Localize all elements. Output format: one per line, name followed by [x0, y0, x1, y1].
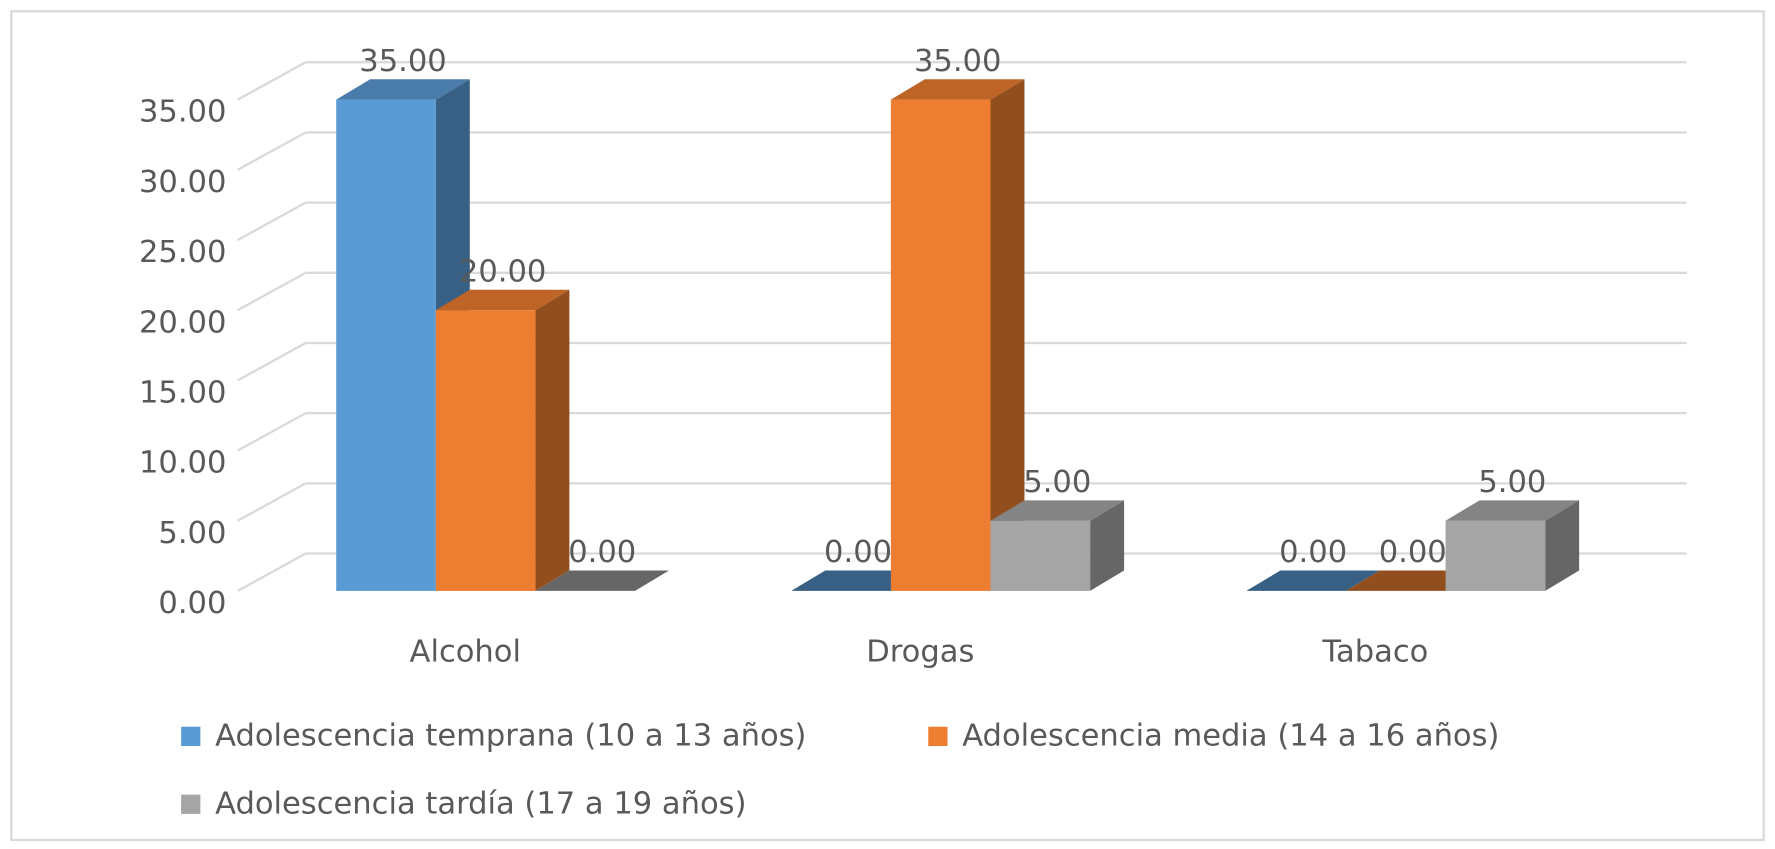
- bar-top: [1246, 570, 1380, 591]
- legend-swatch: [928, 726, 948, 746]
- data-label: 5.00: [1478, 465, 1546, 500]
- data-label: 20.00: [459, 254, 546, 289]
- bar: [990, 500, 1125, 591]
- bar-top: [1445, 500, 1580, 521]
- grid-line-side: [237, 342, 307, 382]
- data-label: 35.00: [914, 44, 1001, 79]
- bar-front: [990, 520, 1091, 591]
- y-tick-label: 15.00: [139, 375, 226, 410]
- bar: [435, 289, 570, 591]
- data-label: 0.00: [1379, 535, 1447, 570]
- y-tick-label: 10.00: [139, 446, 226, 481]
- legend-swatch: [181, 794, 201, 814]
- legend-label: Adolescencia temprana (10 a 13 años): [215, 718, 806, 753]
- grid-line-side: [237, 552, 307, 592]
- bar: [890, 79, 1025, 591]
- grid-line-side: [237, 482, 307, 522]
- y-tick-label: 5.00: [158, 516, 226, 551]
- grid-line-side: [237, 271, 307, 312]
- y-tick-label: 20.00: [139, 305, 226, 340]
- data-label: 0.00: [1279, 535, 1347, 570]
- bar-front: [435, 310, 536, 591]
- y-tick-label: 30.00: [139, 165, 226, 200]
- bar-side: [1090, 500, 1125, 591]
- bar-top: [990, 500, 1125, 521]
- legend-swatch: [181, 726, 201, 746]
- bar-front: [336, 99, 436, 591]
- y-tick-label: 0.00: [158, 586, 226, 621]
- grid-line-side: [237, 61, 307, 101]
- data-label: 0.00: [568, 535, 636, 570]
- bar-side: [1545, 500, 1580, 591]
- data-label: 0.00: [824, 535, 892, 570]
- grid-line-side: [237, 201, 307, 241]
- data-label: 5.00: [1023, 465, 1091, 500]
- grid-line-side: [237, 412, 307, 452]
- bar-front: [890, 99, 991, 591]
- bar: [535, 570, 670, 591]
- x-tick-label: Alcohol: [410, 635, 521, 670]
- data-label: 35.00: [359, 44, 446, 79]
- bar-top: [435, 289, 570, 311]
- y-tick-label: 35.00: [139, 95, 226, 130]
- grid-line-side: [237, 131, 307, 171]
- bar-top: [890, 79, 1025, 100]
- y-tick-label: 25.00: [139, 235, 226, 270]
- legend-label: Adolescencia media (14 a 16 años): [962, 718, 1499, 753]
- bar-side: [535, 289, 570, 591]
- bar-top: [336, 79, 470, 100]
- bar: [1445, 500, 1580, 591]
- chart-border: [10, 10, 1765, 842]
- bar-side: [990, 79, 1025, 591]
- x-tick-label: Drogas: [866, 635, 974, 670]
- bar-front: [1445, 520, 1546, 591]
- x-tick-label: Tabaco: [1321, 635, 1428, 670]
- bar: [1246, 570, 1380, 591]
- legend-label: Adolescencia tardía (17 a 19 años): [215, 786, 746, 821]
- bar-top: [535, 570, 670, 591]
